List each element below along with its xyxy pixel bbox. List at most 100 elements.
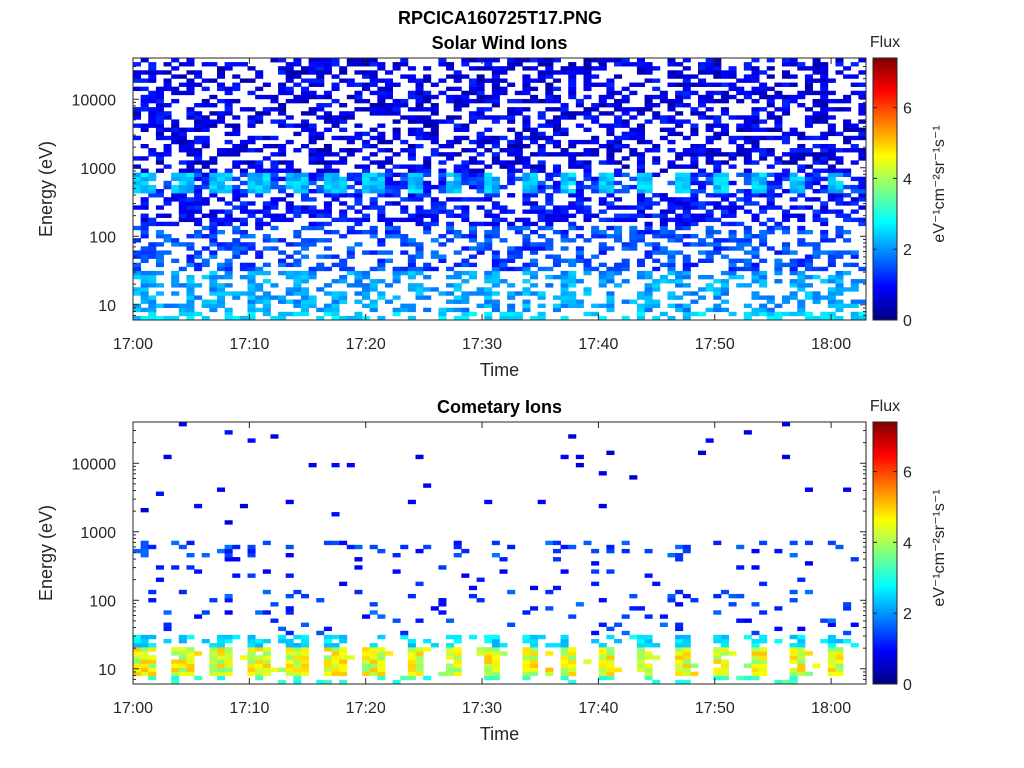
data-cell (201, 225, 210, 231)
data-cell (178, 638, 187, 644)
data-cell (384, 225, 394, 231)
data-cell (682, 679, 691, 684)
data-cell (491, 58, 500, 63)
data-cell (591, 107, 600, 112)
data-cell (522, 675, 531, 681)
data-cell (835, 303, 844, 309)
data-cell (827, 156, 836, 161)
data-cell (186, 107, 195, 112)
data-cell (507, 283, 516, 288)
data-cell (148, 667, 157, 673)
data-cell (675, 274, 684, 280)
data-cell (232, 98, 241, 104)
data-cell (835, 638, 844, 644)
data-cell (537, 242, 546, 247)
data-cell (720, 675, 729, 681)
data-cell (369, 283, 378, 288)
data-cell (743, 242, 752, 247)
data-cell (323, 184, 332, 190)
data-cell (484, 634, 493, 640)
data-cell (354, 94, 363, 100)
data-cell (140, 647, 149, 652)
data-cell (736, 242, 745, 247)
panel-title: Solar Wind Ions (432, 33, 568, 53)
data-cell (178, 131, 187, 137)
data-cell (782, 131, 791, 137)
data-cell (804, 311, 813, 317)
data-cell (407, 94, 416, 100)
x-tick-label: 17:00 (113, 700, 153, 717)
data-cell (743, 156, 752, 161)
data-cell (575, 160, 584, 165)
data-cell (591, 148, 600, 153)
data-cell (629, 131, 638, 137)
data-cell (514, 90, 523, 96)
data-cell (804, 78, 813, 83)
data-cell (568, 189, 577, 194)
data-cell (636, 295, 645, 300)
data-cell (178, 197, 187, 202)
data-cell (491, 254, 500, 259)
data-cell (484, 209, 493, 214)
data-cell (491, 250, 500, 255)
data-cell (614, 168, 623, 173)
data-cell (476, 184, 485, 190)
data-cell (698, 213, 707, 218)
data-cell (377, 659, 386, 664)
data-cell (591, 569, 600, 574)
data-cell (278, 160, 287, 165)
data-cell (583, 258, 592, 263)
data-cell (232, 557, 241, 562)
data-cell (782, 189, 791, 194)
data-cell (583, 82, 592, 87)
data-cell (629, 205, 638, 210)
data-cell (331, 180, 340, 186)
data-cell (247, 242, 256, 247)
data-cell (743, 90, 752, 96)
data-cell (789, 82, 798, 87)
data-cell (491, 234, 500, 239)
data-cell (178, 143, 187, 149)
data-cell (453, 274, 462, 280)
data-cell (247, 189, 256, 194)
data-cell (430, 148, 439, 153)
data-cell (484, 663, 493, 668)
data-cell (636, 307, 645, 313)
data-cell (446, 197, 455, 202)
data-cell (308, 238, 317, 243)
data-cell (407, 143, 416, 149)
data-cell (155, 291, 164, 296)
data-cell (759, 184, 768, 190)
data-cell (499, 66, 508, 71)
data-cell (575, 454, 584, 460)
data-cell (461, 197, 470, 202)
data-cell (491, 291, 500, 296)
data-cell (507, 291, 516, 296)
data-cell (186, 262, 195, 268)
data-cell (568, 156, 577, 161)
data-cell (232, 160, 241, 165)
data-cell (705, 193, 714, 198)
data-cell (331, 193, 340, 198)
data-cell (270, 168, 279, 173)
data-cell (820, 82, 829, 87)
data-cell (835, 279, 844, 284)
data-cell (751, 143, 760, 149)
data-cell (362, 143, 371, 149)
data-cell (621, 630, 630, 636)
data-cell (636, 311, 645, 317)
data-cell (797, 189, 806, 194)
data-cell (224, 520, 233, 525)
data-cell (407, 307, 416, 313)
data-cell (339, 217, 348, 223)
data-cell (415, 548, 424, 554)
data-cell (224, 311, 233, 317)
data-cell (186, 667, 195, 673)
data-cell (194, 201, 203, 206)
data-cell (636, 638, 645, 644)
data-cell (774, 258, 783, 263)
data-cell (789, 279, 798, 284)
data-cell (468, 184, 477, 190)
data-cell (789, 58, 798, 63)
data-cell (362, 283, 371, 288)
